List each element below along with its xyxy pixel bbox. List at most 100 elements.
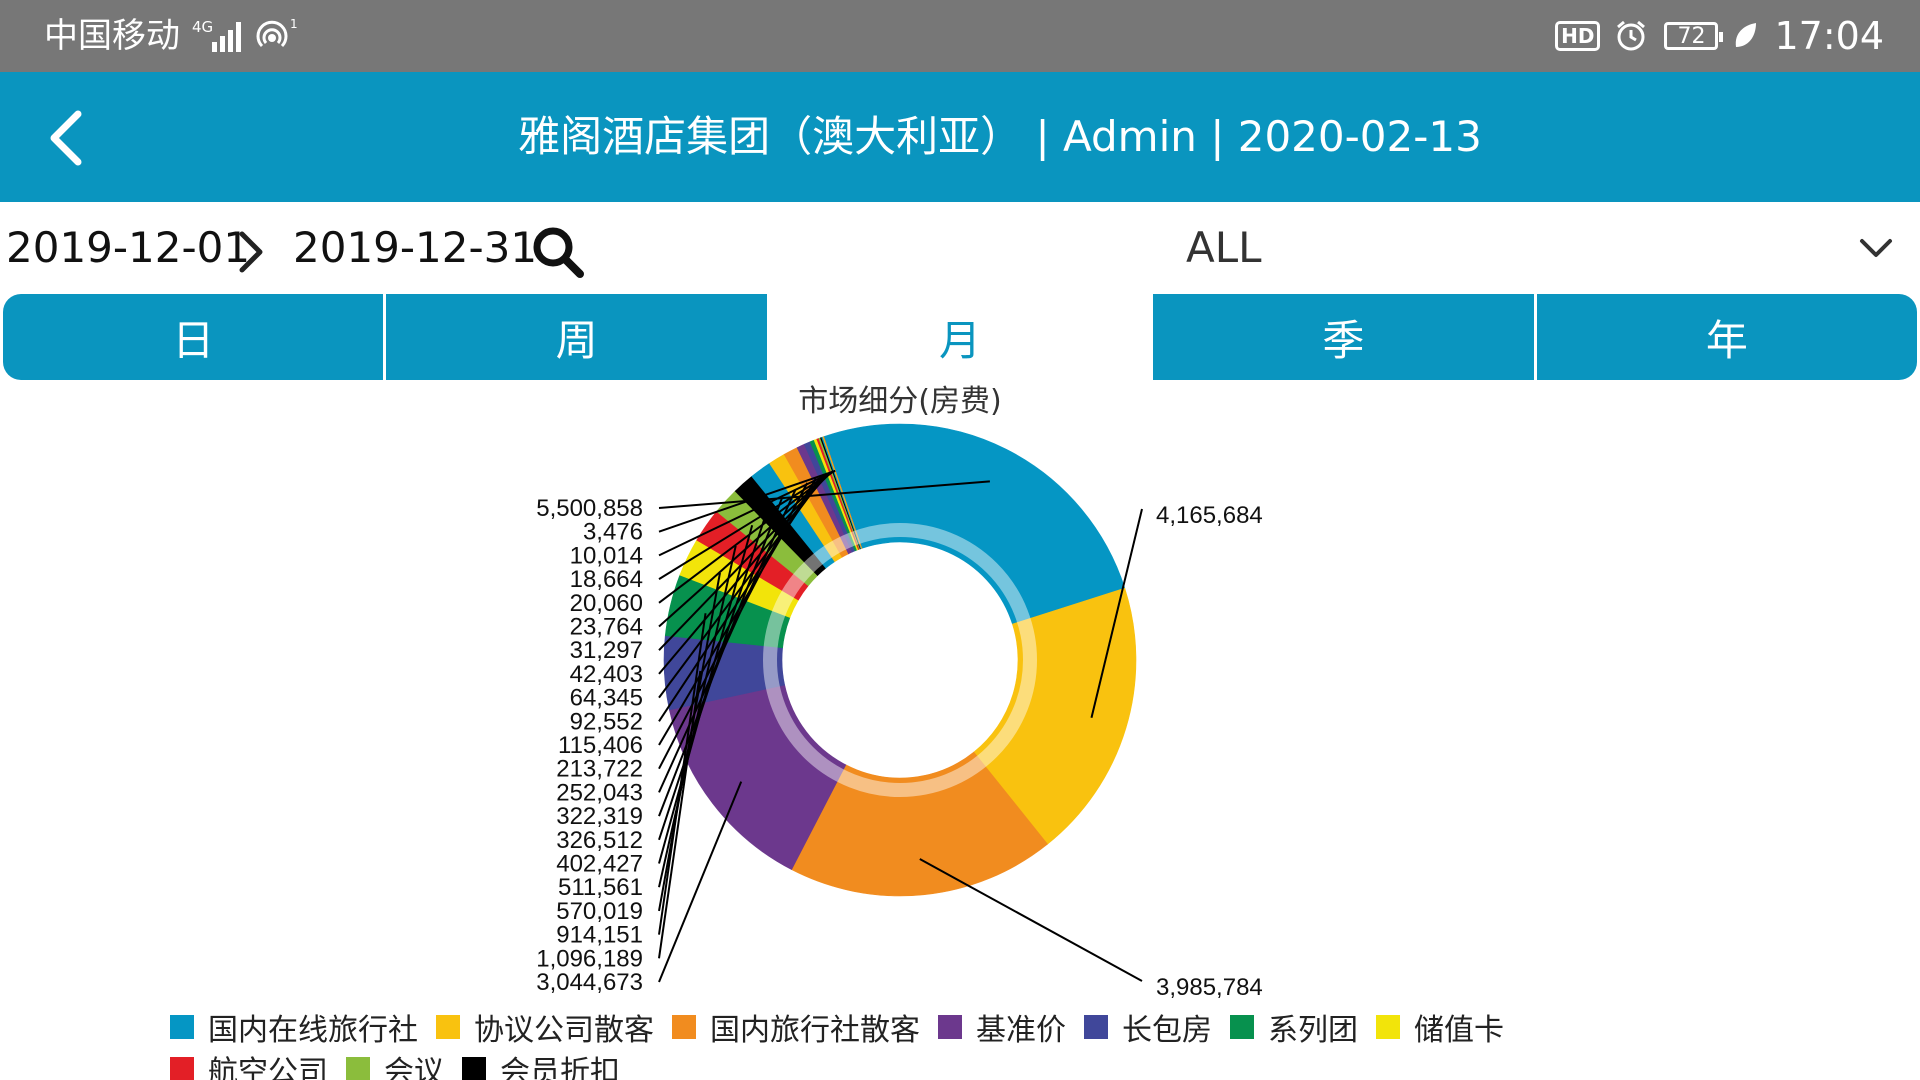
- data-label: 914,151: [556, 922, 643, 949]
- clock: 17:04: [1774, 14, 1884, 58]
- legend-swatch: [1084, 1015, 1108, 1039]
- data-label: 5,500,858: [536, 495, 643, 522]
- legend-label: 国内在线旅行社: [208, 1013, 418, 1048]
- leader-line: [658, 545, 737, 888]
- legend-label: 基准价: [976, 1013, 1066, 1048]
- legend-label: 储值卡: [1414, 1013, 1504, 1048]
- start-date-field[interactable]: 2019-12-01: [6, 223, 251, 272]
- app-bar: 雅阁酒店集团（澳大利亚） | Admin | 2020-02-13: [0, 72, 1920, 202]
- filter-bar: 2019-12-01 2019-12-31 ALL: [0, 202, 1920, 294]
- legend-swatch: [346, 1057, 370, 1080]
- chart-legend: 国内在线旅行社 协议公司散客 国内旅行社散客 基准价 长包房 系列团 储值卡航空公司 会议 会员…: [170, 1006, 1670, 1080]
- leader-line: [919, 858, 1143, 982]
- leader-line: [658, 480, 990, 509]
- chart-title: 市场细分(房费): [798, 384, 1002, 419]
- donut-inner-ring: [763, 523, 1037, 797]
- leader-line: [658, 613, 707, 935]
- data-label: 64,345: [570, 685, 643, 712]
- data-label: 10,014: [570, 542, 643, 569]
- data-label: 402,427: [556, 851, 643, 878]
- pie-slice[interactable]: [973, 587, 1137, 845]
- legend-item[interactable]: 长包房: [1084, 1006, 1212, 1048]
- tab-year[interactable]: 年: [1536, 294, 1918, 380]
- chevron-left-icon[interactable]: [40, 106, 100, 170]
- hd-icon: HD: [1555, 21, 1601, 51]
- legend-item[interactable]: 基准价: [938, 1006, 1066, 1048]
- legend-item[interactable]: 系列团: [1230, 1006, 1358, 1048]
- legend-item[interactable]: 会议: [346, 1048, 444, 1080]
- legend-label: 系列团: [1268, 1013, 1358, 1048]
- legend-swatch: [672, 1015, 696, 1039]
- data-label: 3,044,673: [536, 969, 643, 996]
- legend-swatch: [170, 1015, 194, 1039]
- data-label: 115,406: [558, 732, 643, 759]
- legend-label: 协议公司散客: [474, 1013, 654, 1048]
- data-label: 322,319: [556, 803, 643, 830]
- pie-slice[interactable]: [668, 684, 847, 871]
- data-label: 570,019: [556, 898, 643, 925]
- tab-month[interactable]: 月: [769, 294, 1154, 380]
- chevron-down-icon[interactable]: [1858, 236, 1894, 260]
- data-label: 23,764: [570, 614, 643, 641]
- signal-icon: 4G 1: [192, 17, 298, 52]
- end-date-field[interactable]: 2019-12-31: [293, 223, 538, 272]
- pie-slice[interactable]: [823, 423, 1126, 625]
- data-label: 92,552: [570, 708, 643, 735]
- legend-label: 航空公司: [208, 1055, 328, 1080]
- svg-text:1: 1: [290, 17, 298, 31]
- tab-day[interactable]: 日: [3, 294, 387, 380]
- data-label: 31,297: [570, 637, 643, 664]
- data-label: 252,043: [556, 779, 643, 806]
- status-right: HD 72 17:04: [1555, 14, 1884, 58]
- data-label: 213,722: [556, 756, 643, 783]
- legend-item[interactable]: 航空公司: [170, 1048, 328, 1080]
- segment-select[interactable]: ALL: [1186, 223, 1262, 272]
- data-label: 20,060: [570, 590, 643, 617]
- legend-item[interactable]: 储值卡: [1376, 1006, 1504, 1048]
- legend-item[interactable]: 会员折扣: [462, 1048, 620, 1080]
- leader-line: [658, 510, 769, 841]
- legend-item[interactable]: 国内旅行社散客: [672, 1006, 920, 1048]
- leader-line: [1090, 508, 1143, 719]
- status-bar: 中国移动 4G 1 HD 72 17:04: [0, 0, 1920, 72]
- page-title: 雅阁酒店集团（澳大利亚） | Admin | 2020-02-13: [518, 112, 1482, 161]
- data-label: 326,512: [556, 827, 643, 854]
- legend-label: 会员折扣: [500, 1055, 620, 1080]
- carrier-label: 中国移动: [44, 16, 180, 56]
- legend-label: 国内旅行社散客: [710, 1013, 920, 1048]
- data-label: 18,664: [570, 566, 643, 593]
- data-label: 511,561: [558, 874, 643, 901]
- legend-swatch: [436, 1015, 460, 1039]
- hotspot-icon: 1: [256, 17, 298, 48]
- legend-swatch: [462, 1057, 486, 1080]
- legend-label: 会议: [384, 1055, 444, 1080]
- data-label: 42,403: [570, 661, 643, 688]
- legend-item[interactable]: 协议公司散客: [436, 1006, 654, 1048]
- leader-line: [658, 469, 836, 533]
- leader-line: [658, 525, 754, 864]
- network-type: 4G: [192, 18, 213, 36]
- tab-quarter[interactable]: 季: [1153, 294, 1537, 380]
- search-icon[interactable]: [530, 224, 586, 280]
- leader-line: [658, 670, 702, 959]
- legend-swatch: [938, 1015, 962, 1039]
- pie-slice[interactable]: [791, 751, 1048, 897]
- alarm-icon: [1617, 20, 1646, 51]
- battery-icon: 72: [1664, 22, 1724, 50]
- period-tabs: 日 周 月 季 年: [3, 294, 1918, 380]
- legend-swatch: [170, 1057, 194, 1080]
- legend-item[interactable]: 国内在线旅行社: [170, 1006, 418, 1048]
- data-label: 3,985,784: [1156, 974, 1263, 1001]
- legend-swatch: [1376, 1015, 1400, 1039]
- chevron-right-icon: [239, 231, 263, 273]
- leader-line: [658, 470, 834, 604]
- leaf-icon: [1736, 23, 1757, 47]
- legend-swatch: [1230, 1015, 1254, 1039]
- data-label: 1,096,189: [536, 945, 643, 972]
- leader-line: [658, 781, 743, 983]
- data-label: 4,165,684: [1156, 502, 1263, 529]
- tab-week[interactable]: 周: [386, 294, 770, 380]
- legend-label: 长包房: [1122, 1013, 1212, 1048]
- data-label: 3,476: [583, 519, 643, 546]
